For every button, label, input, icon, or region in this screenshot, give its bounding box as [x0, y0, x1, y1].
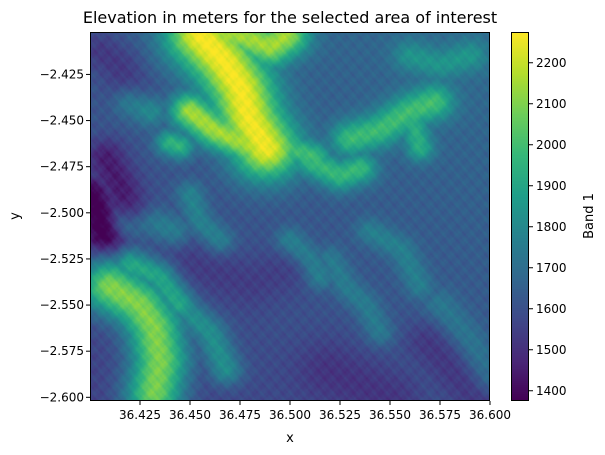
y-tick-label: −2.425 — [40, 67, 84, 81]
y-tick-label: −2.550 — [40, 298, 84, 312]
colorbar-tick-label: 1900 — [536, 179, 567, 193]
colorbar — [511, 32, 529, 401]
x-tick-label: 36.550 — [369, 408, 411, 422]
colorbar-tick-label: 1600 — [536, 302, 567, 316]
colorbar-tick-label: 1500 — [536, 343, 567, 357]
x-tick-label: 36.575 — [419, 408, 461, 422]
x-tick-label: 36.525 — [319, 408, 361, 422]
elevation-heatmap — [90, 32, 490, 401]
y-tick-label: −2.600 — [40, 390, 84, 404]
y-tick-label: −2.475 — [40, 160, 84, 174]
colorbar-tick-label: 2000 — [536, 138, 567, 152]
x-tick-label: 36.600 — [469, 408, 511, 422]
colorbar-tick-label: 2200 — [536, 56, 567, 70]
colorbar-tick-label: 1700 — [536, 261, 567, 275]
colorbar-tick-label: 1800 — [536, 220, 567, 234]
y-tick-label: −2.450 — [40, 114, 84, 128]
y-axis-label: y — [8, 212, 23, 220]
y-tick-label: −2.575 — [40, 344, 84, 358]
x-tick-label: 36.500 — [269, 408, 311, 422]
y-axis: −2.425 −2.450 −2.475 −2.500 −2.525 −2.550 −2.5… — [40, 67, 90, 404]
x-axis-label: x — [286, 431, 294, 446]
y-tick-label: −2.525 — [40, 252, 84, 266]
colorbar-tick-label: 2100 — [536, 97, 567, 111]
colorbar-axis: 1400 1500 1600 1700 1800 1900 2000 2100 2200 — [529, 56, 567, 398]
x-axis: 36.425 36.450 36.475 36.500 36.525 36.550 36.5… — [119, 401, 511, 422]
colorbar-tick-label: 1400 — [536, 384, 567, 398]
x-tick-label: 36.450 — [169, 408, 211, 422]
chart-title: Elevation in meters for the selected are… — [83, 8, 497, 27]
x-tick-label: 36.425 — [119, 408, 161, 422]
colorbar-label: Band 1 — [582, 193, 597, 239]
y-tick-label: −2.500 — [40, 206, 84, 220]
x-tick-label: 36.475 — [219, 408, 261, 422]
